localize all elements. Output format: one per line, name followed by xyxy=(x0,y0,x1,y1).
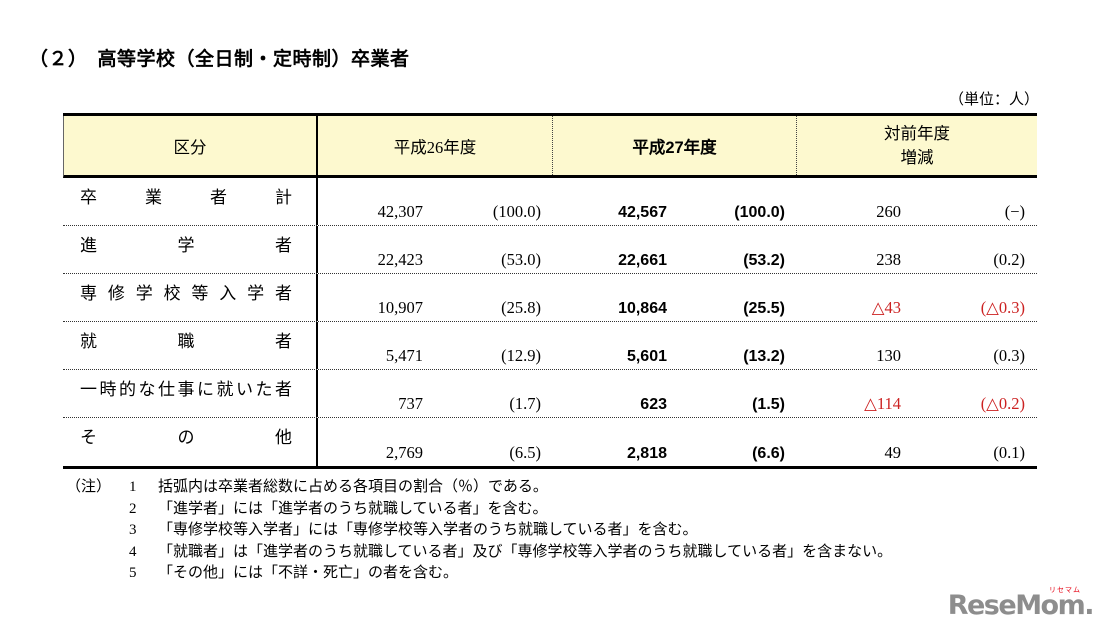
page-title: （２） 高等学校（全日制・定時制）卒業者 xyxy=(29,49,410,70)
h26-percent: (53.0) xyxy=(501,250,541,269)
h27-cell: 5,601 (13.2) xyxy=(553,322,797,369)
h27-percent: (1.5) xyxy=(752,396,785,413)
unit-label: （単位：人） xyxy=(948,92,1039,108)
diff-cell: 260 (−) xyxy=(797,178,1037,225)
diff-percent: (0.2) xyxy=(993,250,1025,269)
diff-percent-negative: (△0.3) xyxy=(980,298,1025,317)
diff-percent: (0.3) xyxy=(993,346,1025,365)
h26-value: 5,471 xyxy=(385,346,423,365)
h27-value: 2,818 xyxy=(626,445,667,462)
h27-cell: 42,567 (100.0) xyxy=(553,178,797,225)
h26-cell: 22,423 (53.0) xyxy=(318,226,553,273)
h26-value: 10,907 xyxy=(377,298,423,317)
h27-percent: (25.5) xyxy=(743,300,785,317)
h26-percent: (100.0) xyxy=(492,202,541,221)
h26-percent: (12.9) xyxy=(501,346,541,365)
diff-cell: 238 (0.2) xyxy=(797,226,1037,273)
note-number: 4 xyxy=(129,543,137,560)
col-header-h26: 平成26年度 xyxy=(318,116,553,175)
table-row-other: その他 2,769 (6.5) 2,818 (6.6) 49 (0.1) xyxy=(63,418,1037,466)
table-row-vocational-school: 専修学校等入学者 10,907 (25.8) 10,864 (25.5) △43 (△… xyxy=(63,274,1037,322)
h27-value: 22,661 xyxy=(618,252,667,269)
diff-cell: △114 (△0.2) xyxy=(797,370,1037,417)
h26-value: 22,423 xyxy=(377,250,423,269)
h27-value: 42,567 xyxy=(618,204,667,221)
footnote-item: 3 「専修学校等入学者」には「専修学校等入学者のうち就職している者」を含む。 xyxy=(66,520,892,542)
table-row-temporary-work: 一時的な仕事に就いた者 737 (1.7) 623 (1.5) △114 (△0.2) xyxy=(63,370,1037,418)
h27-value: 10,864 xyxy=(618,300,667,317)
graduates-table: 区分 平成26年度 平成27年度 対前年度 増減 卒業者計 42,307 (100.… xyxy=(63,113,1037,469)
h26-cell: 737 (1.7) xyxy=(318,370,553,417)
h27-percent: (100.0) xyxy=(734,204,785,221)
h27-percent: (13.2) xyxy=(743,348,785,365)
h26-cell: 2,769 (6.5) xyxy=(318,418,553,466)
diff-value-negative: △43 xyxy=(871,298,901,317)
footnote-item: 4 「就職者」は「進学者のうち就職している者」及び「専修学校等入学者のうち就職し… xyxy=(66,542,892,564)
diff-value: 238 xyxy=(876,250,901,269)
row-label: 専修学校等入学者 xyxy=(63,274,318,321)
resemom-logo-ruby: リセマム xyxy=(1049,586,1081,594)
table-row-total: 卒業者計 42,307 (100.0) 42,567 (100.0) 260 (−) xyxy=(63,178,1037,226)
note-number: 1 xyxy=(129,479,137,495)
row-label: 一時的な仕事に就いた者 xyxy=(63,370,318,417)
h27-value: 5,601 xyxy=(626,348,667,365)
note-text: 括弧内は卒業者総数に占める各項目の割合（％）である。 xyxy=(158,479,548,495)
diff-percent-negative: (△0.2) xyxy=(980,394,1025,413)
diff-cell: 49 (0.1) xyxy=(797,418,1037,466)
note-number: 5 xyxy=(129,565,137,581)
h26-percent: (1.7) xyxy=(509,394,541,413)
row-label: 卒業者計 xyxy=(63,178,318,225)
h26-cell: 10,907 (25.8) xyxy=(318,274,553,321)
note-text: 「専修学校等入学者」には「専修学校等入学者のうち就職している者」を含む。 xyxy=(158,522,698,538)
h26-percent: (25.8) xyxy=(501,298,541,317)
footnote-item: 5 「その他」には「不詳・死亡」の者を含む。 xyxy=(66,563,892,585)
row-label: 進学者 xyxy=(63,226,318,273)
h26-cell: 5,471 (12.9) xyxy=(318,322,553,369)
h27-cell: 623 (1.5) xyxy=(553,370,797,417)
note-text: 「進学者」には「進学者のうち就職している者」を含む。 xyxy=(158,500,548,517)
note-text: 「就職者」は「進学者のうち就職している者」及び「専修学校等入学者のうち就職してい… xyxy=(158,543,893,560)
diff-value: 49 xyxy=(884,443,902,462)
h27-cell: 2,818 (6.6) xyxy=(553,418,797,466)
h27-percent: (53.2) xyxy=(743,252,785,269)
h26-value: 737 xyxy=(398,394,423,413)
h27-cell: 22,661 (53.2) xyxy=(553,226,797,273)
table-row-employed: 就職者 5,471 (12.9) 5,601 (13.2) 130 (0.3) xyxy=(63,322,1037,370)
h26-value: 2,769 xyxy=(385,443,423,462)
resemom-logo: リセマム ReseMom. xyxy=(947,587,1095,621)
col-header-diff-text: 対前年度 増減 xyxy=(884,124,950,167)
footnote-item: （注） 1 括弧内は卒業者総数に占める各項目の割合（％）である。 xyxy=(66,477,892,499)
col-header-category: 区分 xyxy=(64,116,318,175)
h26-value: 42,307 xyxy=(377,202,423,221)
col-header-diff: 対前年度 増減 xyxy=(797,116,1037,175)
h27-cell: 10,864 (25.5) xyxy=(553,274,797,321)
diff-cell: 130 (0.3) xyxy=(797,322,1037,369)
diff-cell: △43 (△0.3) xyxy=(797,274,1037,321)
note-number: 2 xyxy=(129,500,137,517)
table-row-higher-education: 進学者 22,423 (53.0) 22,661 (53.2) 238 (0.2) xyxy=(63,226,1037,274)
h26-percent: (6.5) xyxy=(509,443,541,462)
diff-value: 130 xyxy=(876,346,901,365)
note-mark: （注） xyxy=(66,479,112,495)
row-label: その他 xyxy=(63,418,318,466)
h27-percent: (6.6) xyxy=(752,445,785,462)
diff-percent: (0.1) xyxy=(993,443,1025,462)
table-header-row: 区分 平成26年度 平成27年度 対前年度 増減 xyxy=(63,116,1037,178)
diff-value-negative: △114 xyxy=(864,394,901,413)
diff-value: 260 xyxy=(876,202,901,221)
row-label: 就職者 xyxy=(63,322,318,369)
note-number: 3 xyxy=(129,522,137,538)
h27-value: 623 xyxy=(640,396,667,413)
h26-cell: 42,307 (100.0) xyxy=(318,178,553,225)
footnote-item: 2 「進学者」には「進学者のうち就職している者」を含む。 xyxy=(66,499,892,521)
col-header-h27: 平成27年度 xyxy=(553,116,797,175)
note-text: 「その他」には「不詳・死亡」の者を含む。 xyxy=(158,565,459,581)
diff-percent: (−) xyxy=(1004,202,1025,221)
resemom-logo-text: ReseMom. xyxy=(947,590,1095,621)
footnotes: （注） 1 括弧内は卒業者総数に占める各項目の割合（％）である。 2 「進学者」… xyxy=(66,477,892,585)
